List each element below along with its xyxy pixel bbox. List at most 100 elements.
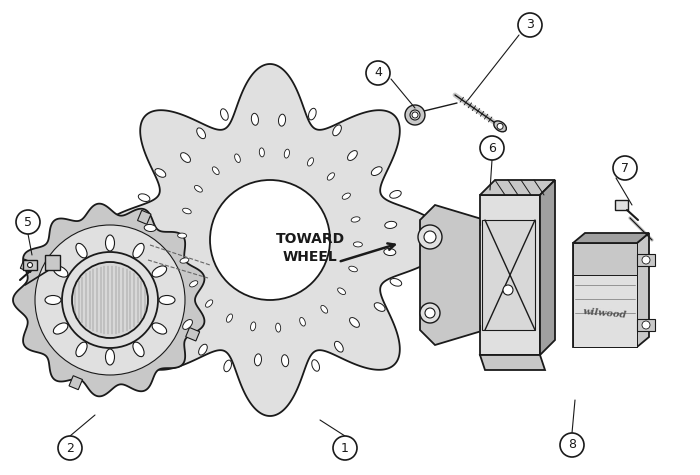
Ellipse shape xyxy=(351,217,360,222)
Text: 1: 1 xyxy=(341,441,349,455)
Ellipse shape xyxy=(276,323,281,332)
Polygon shape xyxy=(573,275,637,347)
Circle shape xyxy=(405,105,425,125)
Circle shape xyxy=(420,303,440,323)
Circle shape xyxy=(518,13,542,37)
Circle shape xyxy=(613,156,637,180)
Ellipse shape xyxy=(144,252,155,259)
Ellipse shape xyxy=(76,243,87,258)
Ellipse shape xyxy=(309,108,316,120)
Text: 2: 2 xyxy=(66,441,74,455)
Polygon shape xyxy=(420,205,485,345)
Text: wilwood: wilwood xyxy=(582,306,627,319)
Ellipse shape xyxy=(312,360,319,371)
Ellipse shape xyxy=(281,355,288,367)
Ellipse shape xyxy=(284,149,290,158)
Ellipse shape xyxy=(159,295,175,304)
Circle shape xyxy=(16,210,40,234)
Ellipse shape xyxy=(181,152,190,162)
Ellipse shape xyxy=(76,342,87,357)
Circle shape xyxy=(418,225,442,249)
Ellipse shape xyxy=(349,318,359,327)
Ellipse shape xyxy=(371,167,382,175)
Circle shape xyxy=(412,112,418,118)
Ellipse shape xyxy=(144,225,156,231)
Polygon shape xyxy=(186,328,199,341)
Polygon shape xyxy=(45,255,60,270)
Ellipse shape xyxy=(390,190,401,198)
Polygon shape xyxy=(480,355,545,370)
Ellipse shape xyxy=(133,243,144,258)
Ellipse shape xyxy=(234,154,240,162)
Text: 8: 8 xyxy=(568,438,576,452)
Polygon shape xyxy=(482,220,535,330)
Polygon shape xyxy=(637,319,655,331)
Ellipse shape xyxy=(259,148,265,157)
Polygon shape xyxy=(637,233,649,347)
Ellipse shape xyxy=(180,258,189,263)
Circle shape xyxy=(560,433,584,457)
Ellipse shape xyxy=(332,125,342,136)
Ellipse shape xyxy=(224,360,232,372)
Circle shape xyxy=(424,231,436,243)
Polygon shape xyxy=(94,64,446,416)
Circle shape xyxy=(366,61,390,85)
Ellipse shape xyxy=(45,295,61,304)
Ellipse shape xyxy=(190,281,198,287)
Text: 3: 3 xyxy=(526,19,534,31)
Ellipse shape xyxy=(390,278,402,286)
Circle shape xyxy=(480,136,504,160)
Ellipse shape xyxy=(374,303,385,312)
Circle shape xyxy=(58,436,82,460)
Text: 6: 6 xyxy=(488,142,496,154)
Ellipse shape xyxy=(199,344,207,355)
Ellipse shape xyxy=(337,288,346,294)
Ellipse shape xyxy=(178,233,187,238)
Text: 7: 7 xyxy=(621,162,629,174)
Polygon shape xyxy=(573,243,637,275)
Text: 4: 4 xyxy=(374,66,382,79)
Ellipse shape xyxy=(321,305,328,313)
Circle shape xyxy=(497,124,503,129)
Polygon shape xyxy=(13,204,204,396)
Polygon shape xyxy=(540,180,555,355)
Ellipse shape xyxy=(197,128,206,139)
Polygon shape xyxy=(480,195,540,355)
Ellipse shape xyxy=(183,208,191,214)
Ellipse shape xyxy=(328,173,335,180)
Ellipse shape xyxy=(53,266,68,277)
Polygon shape xyxy=(20,259,34,273)
Ellipse shape xyxy=(212,167,219,174)
Polygon shape xyxy=(137,210,151,224)
Polygon shape xyxy=(573,233,649,243)
Ellipse shape xyxy=(279,114,286,126)
Polygon shape xyxy=(615,200,628,210)
Circle shape xyxy=(642,256,650,264)
Ellipse shape xyxy=(152,323,167,334)
Circle shape xyxy=(27,263,32,267)
Ellipse shape xyxy=(106,235,115,251)
Ellipse shape xyxy=(354,242,363,247)
Ellipse shape xyxy=(152,266,167,277)
Polygon shape xyxy=(573,243,637,347)
Ellipse shape xyxy=(300,317,305,326)
Ellipse shape xyxy=(349,266,358,272)
Ellipse shape xyxy=(106,349,115,365)
Ellipse shape xyxy=(206,300,213,307)
Circle shape xyxy=(503,285,513,295)
Ellipse shape xyxy=(251,322,256,331)
Circle shape xyxy=(425,308,435,318)
Ellipse shape xyxy=(220,109,228,120)
Ellipse shape xyxy=(139,194,150,201)
Polygon shape xyxy=(637,254,655,266)
Ellipse shape xyxy=(158,304,169,314)
Ellipse shape xyxy=(254,354,262,366)
Ellipse shape xyxy=(53,323,68,334)
Circle shape xyxy=(72,262,148,338)
Polygon shape xyxy=(23,260,37,270)
Ellipse shape xyxy=(385,221,397,228)
Ellipse shape xyxy=(251,114,258,125)
Ellipse shape xyxy=(384,248,395,256)
Ellipse shape xyxy=(307,158,314,166)
Circle shape xyxy=(410,110,420,120)
